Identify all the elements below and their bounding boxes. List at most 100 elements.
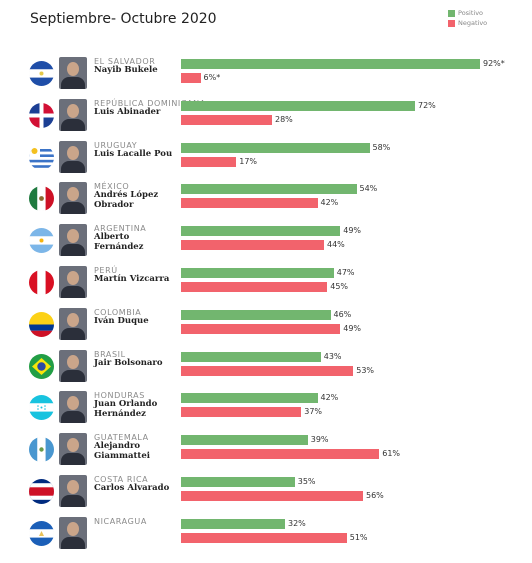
leader-photo-suit (61, 411, 85, 424)
bar-negative (181, 73, 201, 83)
chart-row: MÉXICO Andrés López Obrador 54% 42% (0, 182, 532, 228)
leader-photo (59, 433, 87, 466)
chart-row: PERÚ Martín Vizcarra 47% 45% (0, 266, 532, 312)
country-label: COLOMBIA (94, 307, 142, 317)
chart-rows: EL SALVADOR Nayib Bukele 92%* 6%* REPÚBLICA … (0, 57, 532, 549)
uruguay-flag-graphic (29, 144, 54, 170)
uruguay-flag (29, 144, 54, 170)
value-label-negative: 17% (239, 156, 258, 166)
legend-swatch-negative (448, 19, 455, 27)
leader-name: Alejandro Giammattei (94, 441, 150, 461)
value-label-negative: 28% (275, 114, 293, 124)
leader-photo (59, 57, 87, 89)
peru-flag-graphic (29, 270, 54, 295)
nicaragua-flag (29, 520, 54, 546)
value-label-positive: 49% (343, 226, 362, 236)
bar-negative (181, 114, 272, 125)
dominican-republic-flag-graphic (29, 102, 54, 128)
country-label: GUATEMALA (94, 433, 149, 443)
value-label-positive: 39% (310, 435, 329, 445)
brazil-flag (29, 353, 54, 379)
bar-positive (181, 518, 285, 529)
bar-positive (181, 184, 357, 195)
leader-photo-suit (61, 286, 85, 298)
value-label-positive: 42% (320, 393, 339, 403)
peru-flag (29, 270, 54, 295)
leader-photo-head (67, 145, 79, 160)
value-label-negative: 49% (343, 323, 362, 333)
leader-photo (59, 98, 87, 131)
bar-positive (181, 393, 318, 404)
leader-name: Luis Lacalle Pou (94, 148, 173, 159)
country-label: MÉXICO (94, 182, 130, 192)
chart-row: EL SALVADOR Nayib Bukele 92%* 6%* (0, 57, 532, 103)
value-label-negative: 37% (304, 407, 323, 417)
leader-photo (59, 516, 87, 549)
leader-photo-suit (61, 369, 85, 382)
value-label-positive: 92%* (483, 59, 505, 68)
country-label: COSTA RICA (94, 475, 149, 484)
chart-row: ARGENTINA Alberto Fernández 49% 44% (0, 224, 532, 270)
chart-row: BRASIL Jair Bolsonaro 43% 53% (0, 349, 532, 396)
mexico-flag (29, 186, 54, 212)
mexico-flag-graphic (29, 186, 54, 212)
legend-item-negative: Negativo (448, 18, 487, 28)
value-label-positive: 35% (297, 477, 316, 486)
honduras-flag-graphic (29, 395, 54, 421)
chart-row: GUATEMALA Alejandro Giammattei 39% 61% (0, 433, 532, 479)
chart-title: Septiembre- Octubre 2020 (30, 11, 217, 27)
legend-item-positive: Positivo (448, 8, 487, 18)
legend-label-positive: Positivo (458, 9, 484, 17)
honduras-flag (29, 395, 54, 421)
value-label-negative: 53% (356, 365, 375, 375)
bar-positive (181, 142, 370, 153)
country-label: URUGUAY (94, 140, 138, 150)
leader-photo-head (67, 480, 79, 494)
leader-photo-suit (61, 202, 85, 215)
guatemala-flag-graphic (29, 437, 54, 463)
value-label-negative: 61% (382, 449, 401, 459)
value-label-negative: 45% (330, 282, 349, 291)
bar-positive (181, 435, 308, 446)
leader-photo-suit (61, 244, 85, 257)
el-salvador-flag-graphic (29, 61, 54, 86)
colombia-flag-graphic (29, 311, 54, 337)
leader-photo-head (67, 521, 79, 536)
argentina-flag-graphic (29, 228, 54, 254)
leader-photo-head (67, 187, 79, 202)
chart-row: COLOMBIA Iván Duque 46% 49% (0, 307, 532, 354)
value-label-negative: 56% (366, 491, 384, 500)
chart-row: URUGUAY Luis Lacalle Pou 58% 17% (0, 140, 532, 187)
leader-photo-suit (61, 327, 85, 340)
leader-name: Andrés López Obrador (94, 190, 159, 210)
country-label: HONDURAS (94, 391, 145, 401)
bar-negative (181, 449, 380, 460)
bar-negative (181, 198, 318, 209)
leader-name: Carlos Alvarado (94, 483, 170, 493)
guatemala-flag (29, 437, 54, 463)
colombia-flag (29, 311, 54, 337)
leader-name: Jair Bolsonaro (94, 357, 163, 368)
leader-photo (59, 140, 87, 173)
value-label-positive: 32% (288, 518, 306, 528)
leader-photo-suit (61, 453, 85, 466)
leader-photo-suit (61, 160, 85, 173)
legend: Positivo Negativo (448, 8, 487, 28)
leader-photo-head (67, 438, 79, 453)
bar-positive (181, 268, 334, 278)
chart-row: COSTA RICA Carlos Alvarado 35% 56% (0, 475, 532, 521)
bar-positive (181, 226, 341, 237)
bar-negative (181, 532, 347, 543)
leader-photo-head (67, 396, 79, 411)
chart-row: REPÚBLICA DOMINICANA Luis Abinader 72% 28% (0, 98, 532, 145)
country-label: ARGENTINA (94, 224, 147, 234)
country-label: EL SALVADOR (94, 57, 156, 66)
leader-photo-suit (61, 77, 85, 89)
leader-name: Nayib Bukele (94, 65, 158, 75)
bar-positive (181, 477, 295, 487)
brazil-flag-graphic (29, 353, 54, 379)
value-label-negative: 51% (349, 532, 368, 542)
leader-photo (59, 391, 87, 424)
leader-photo-head (67, 103, 79, 118)
leader-photo-head (67, 62, 79, 76)
